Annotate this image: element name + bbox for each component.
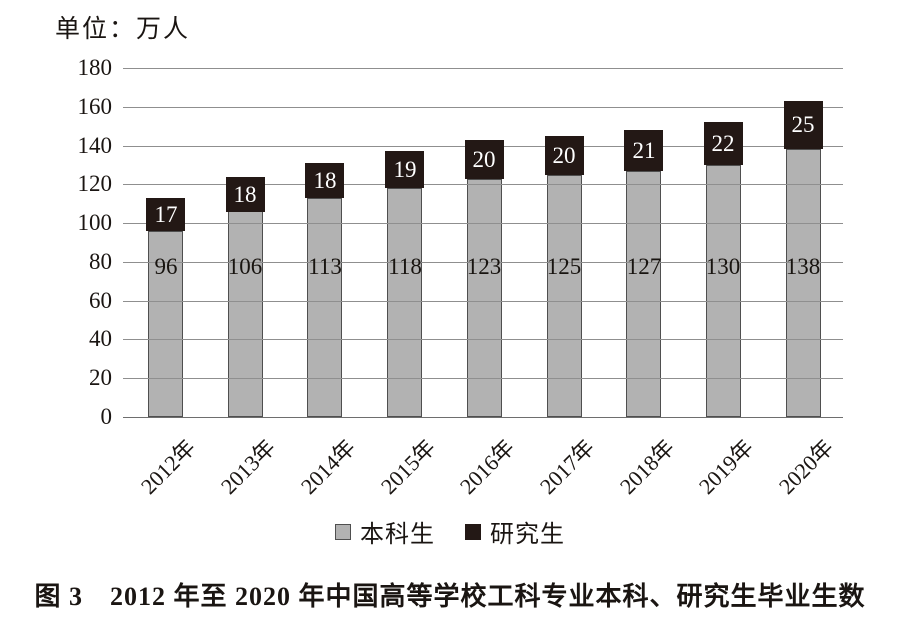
bar-undergrad-2017年	[547, 175, 582, 417]
y-tick-label: 80	[89, 249, 112, 274]
undergrad-value-label: 130	[705, 254, 741, 279]
bar-grad-2020年	[784, 101, 823, 149]
bar-grad-2017年	[545, 136, 584, 175]
y-tick-label: 160	[77, 94, 113, 119]
undergrad-value-label: 125	[546, 254, 582, 279]
y-tick-label: 120	[77, 171, 113, 196]
gridline	[123, 184, 843, 185]
x-tick-label: 2015年	[375, 434, 441, 499]
grad-value-label: 20	[552, 143, 576, 168]
bar-undergrad-2018年	[626, 171, 661, 417]
undergrad-value-label: 138	[785, 254, 821, 279]
grad-value-label: 19	[393, 157, 417, 182]
undergrad-swatch-icon	[335, 523, 351, 540]
bar-grad-2012年	[146, 198, 185, 231]
grad-value-label: 17	[154, 202, 178, 227]
y-tick-label: 100	[77, 210, 113, 235]
undergrad-value-label: 118	[388, 254, 422, 279]
gridline	[123, 339, 843, 340]
y-tick-label: 140	[77, 133, 113, 158]
y-tick-label: 180	[77, 55, 113, 80]
y-tick-label: 0	[100, 404, 113, 429]
gridline	[123, 378, 843, 379]
bar-undergrad-2014年	[307, 198, 342, 417]
bar-undergrad-2016年	[467, 179, 502, 417]
grad-value-label: 18	[233, 182, 257, 207]
gridline	[123, 417, 843, 418]
bar-grad-2019年	[704, 122, 743, 165]
grad-value-label: 21	[632, 138, 656, 163]
grad-value-label: 20	[472, 147, 496, 172]
bar-grad-2015年	[385, 151, 424, 188]
bar-undergrad-2013年	[228, 211, 263, 417]
legend: 本科生 研究生	[0, 514, 900, 549]
bar-grad-2014年	[305, 163, 344, 198]
bar-grad-2016年	[465, 140, 504, 179]
x-tick-label: 2018年	[614, 434, 680, 499]
grad-swatch-icon	[465, 523, 481, 540]
x-tick-label: 2013年	[215, 434, 281, 499]
grad-value-label: 25	[791, 112, 815, 137]
legend-item-undergrad: 本科生	[335, 514, 435, 549]
bar-grad-2013年	[226, 177, 265, 212]
legend-label-grad: 研究生	[490, 522, 565, 548]
x-tick-label: 2012年	[135, 434, 201, 499]
undergrad-value-label: 127	[626, 254, 662, 279]
gridline	[123, 301, 843, 302]
undergrad-value-label: 123	[466, 254, 502, 279]
x-tick-label: 2019年	[693, 434, 759, 499]
x-tick-label: 2016年	[454, 434, 520, 499]
gridline	[123, 262, 843, 263]
bar-grad-2018年	[624, 130, 663, 171]
x-tick-label: 2020年	[773, 434, 839, 499]
y-tick-label: 40	[89, 326, 112, 351]
legend-label-undergrad: 本科生	[360, 522, 435, 548]
grad-value-label: 22	[711, 131, 735, 156]
figure-caption: 图 3 2012 年至 2020 年中国高等学校工科专业本科、研究生毕业生数	[34, 582, 866, 611]
y-tick-label: 20	[89, 365, 112, 390]
gridline	[123, 68, 843, 69]
gridline	[123, 223, 843, 224]
undergrad-value-label: 106	[227, 254, 263, 279]
bar-undergrad-2019年	[706, 165, 741, 417]
unit-label: 单位：万人	[55, 16, 191, 43]
grad-value-label: 18	[313, 168, 337, 193]
bar-undergrad-2020年	[786, 149, 821, 417]
gridline	[123, 107, 843, 108]
legend-item-grad: 研究生	[465, 514, 565, 549]
undergrad-value-label: 113	[308, 254, 342, 279]
x-tick-label: 2017年	[534, 434, 600, 499]
x-tick-label: 2014年	[295, 434, 361, 499]
y-tick-label: 60	[89, 288, 112, 313]
undergrad-value-label: 96	[154, 254, 178, 279]
